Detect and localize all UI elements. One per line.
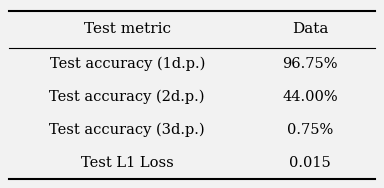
Text: Test L1 Loss: Test L1 Loss	[81, 156, 174, 170]
Text: Test metric: Test metric	[84, 22, 171, 36]
Text: Test accuracy (2d.p.): Test accuracy (2d.p.)	[50, 90, 205, 104]
Text: 0.75%: 0.75%	[287, 123, 333, 137]
Text: 0.015: 0.015	[289, 156, 331, 170]
Text: Data: Data	[292, 22, 328, 36]
Text: Test accuracy (3d.p.): Test accuracy (3d.p.)	[50, 123, 205, 137]
Text: 96.75%: 96.75%	[282, 57, 338, 71]
Text: Test accuracy (1d.p.): Test accuracy (1d.p.)	[50, 57, 205, 71]
Text: 44.00%: 44.00%	[282, 90, 338, 104]
